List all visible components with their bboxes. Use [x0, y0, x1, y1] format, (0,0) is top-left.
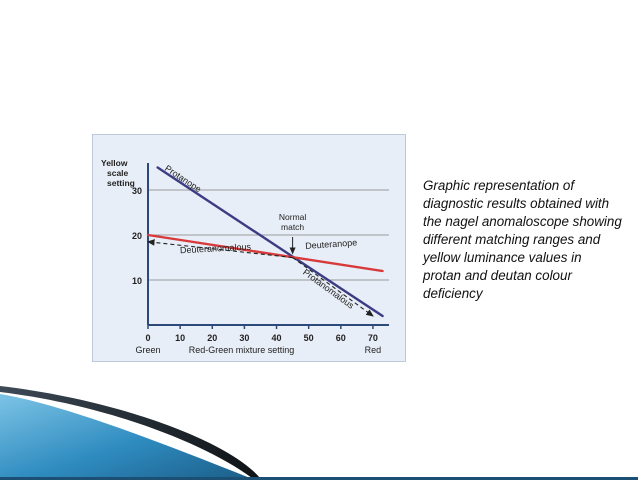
x-tick-label: 0	[145, 333, 150, 343]
label-deuteranomalous: Deuteranomalous	[180, 242, 252, 256]
x-tick-label: 10	[175, 333, 185, 343]
anomaloscope-chart: 10 20 30 0 10 20 30 40 50 60 70 Yellow scale setting G…	[101, 158, 389, 355]
x-tick-label: 20	[207, 333, 217, 343]
y-tick-label: 10	[132, 276, 142, 286]
y-tick-label: 30	[132, 186, 142, 196]
x-tick-label: 40	[272, 333, 282, 343]
label-protanomalous: Protanomalous	[301, 267, 356, 311]
figure-caption: Graphic representation of diagnostic res…	[423, 178, 622, 301]
series-line-protanope	[156, 166, 384, 318]
annotation-normal-match: Normal match	[279, 212, 307, 232]
x-end-label-right: Red	[365, 345, 382, 355]
arrow-protanomalous	[292, 257, 374, 317]
x-tick-label: 30	[239, 333, 249, 343]
corner-swoosh-decoration	[0, 386, 638, 480]
y-tick-label: 20	[132, 231, 142, 241]
x-tick-label: 70	[368, 333, 378, 343]
anomaloscope-figure: 10 20 30 0 10 20 30 40 50 60 70 Yellow scale setting G…	[92, 134, 406, 362]
arrow-deuteranomalous	[146, 239, 293, 259]
x-tick-label: 60	[336, 333, 346, 343]
series-line-deuteranope	[146, 233, 384, 273]
label-deuteranope: Deuteranope	[305, 237, 358, 251]
x-tick-label: 50	[304, 333, 314, 343]
x-end-label-left: Green	[135, 345, 160, 355]
y-axis-label: Yellow scale setting	[101, 158, 135, 188]
x-axis-label: Red-Green mixture setting	[189, 345, 295, 355]
